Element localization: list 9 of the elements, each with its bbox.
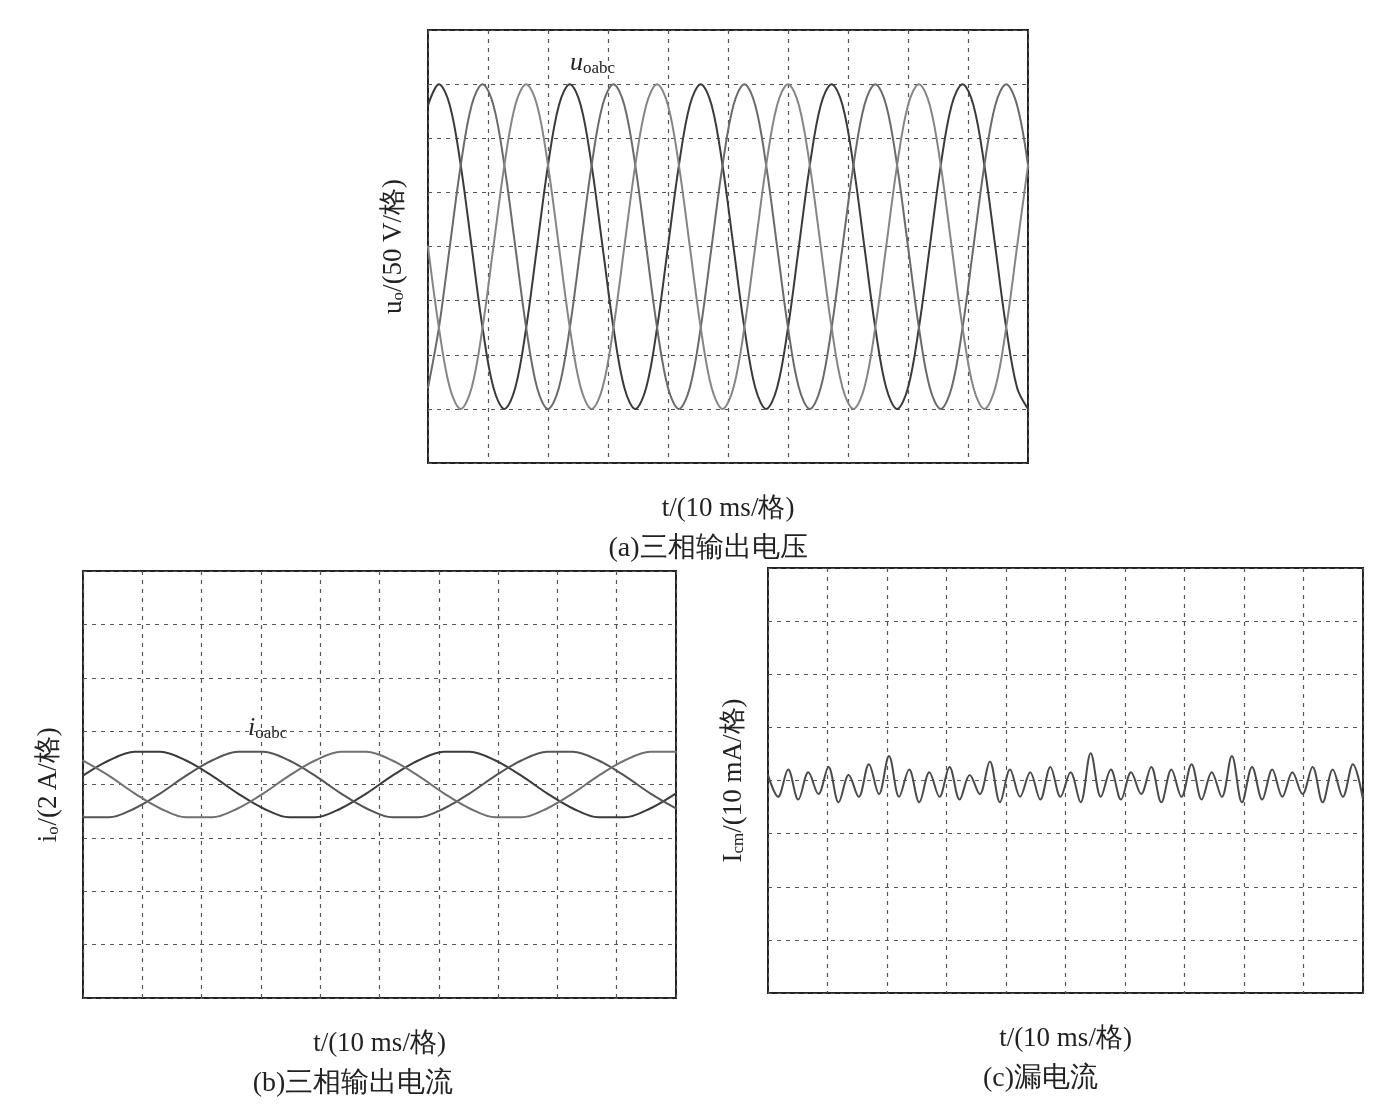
- text: (a)三相输出电压: [608, 530, 808, 562]
- text: (b)三相输出电流: [252, 1065, 454, 1097]
- y-axis-title: Icm/(10 mA/格): [716, 698, 747, 863]
- x-axis-title: t/(10 ms/格): [999, 1021, 1132, 1052]
- y-axis-title: uo/(50 V/格): [376, 179, 407, 315]
- text: (c)漏电流: [982, 1060, 1099, 1092]
- x-axis-title: t/(10 ms/格): [313, 1026, 446, 1057]
- x-axis-title: t/(10 ms/格): [661, 491, 795, 522]
- y-axis-title: io/(2 A/格): [31, 727, 62, 843]
